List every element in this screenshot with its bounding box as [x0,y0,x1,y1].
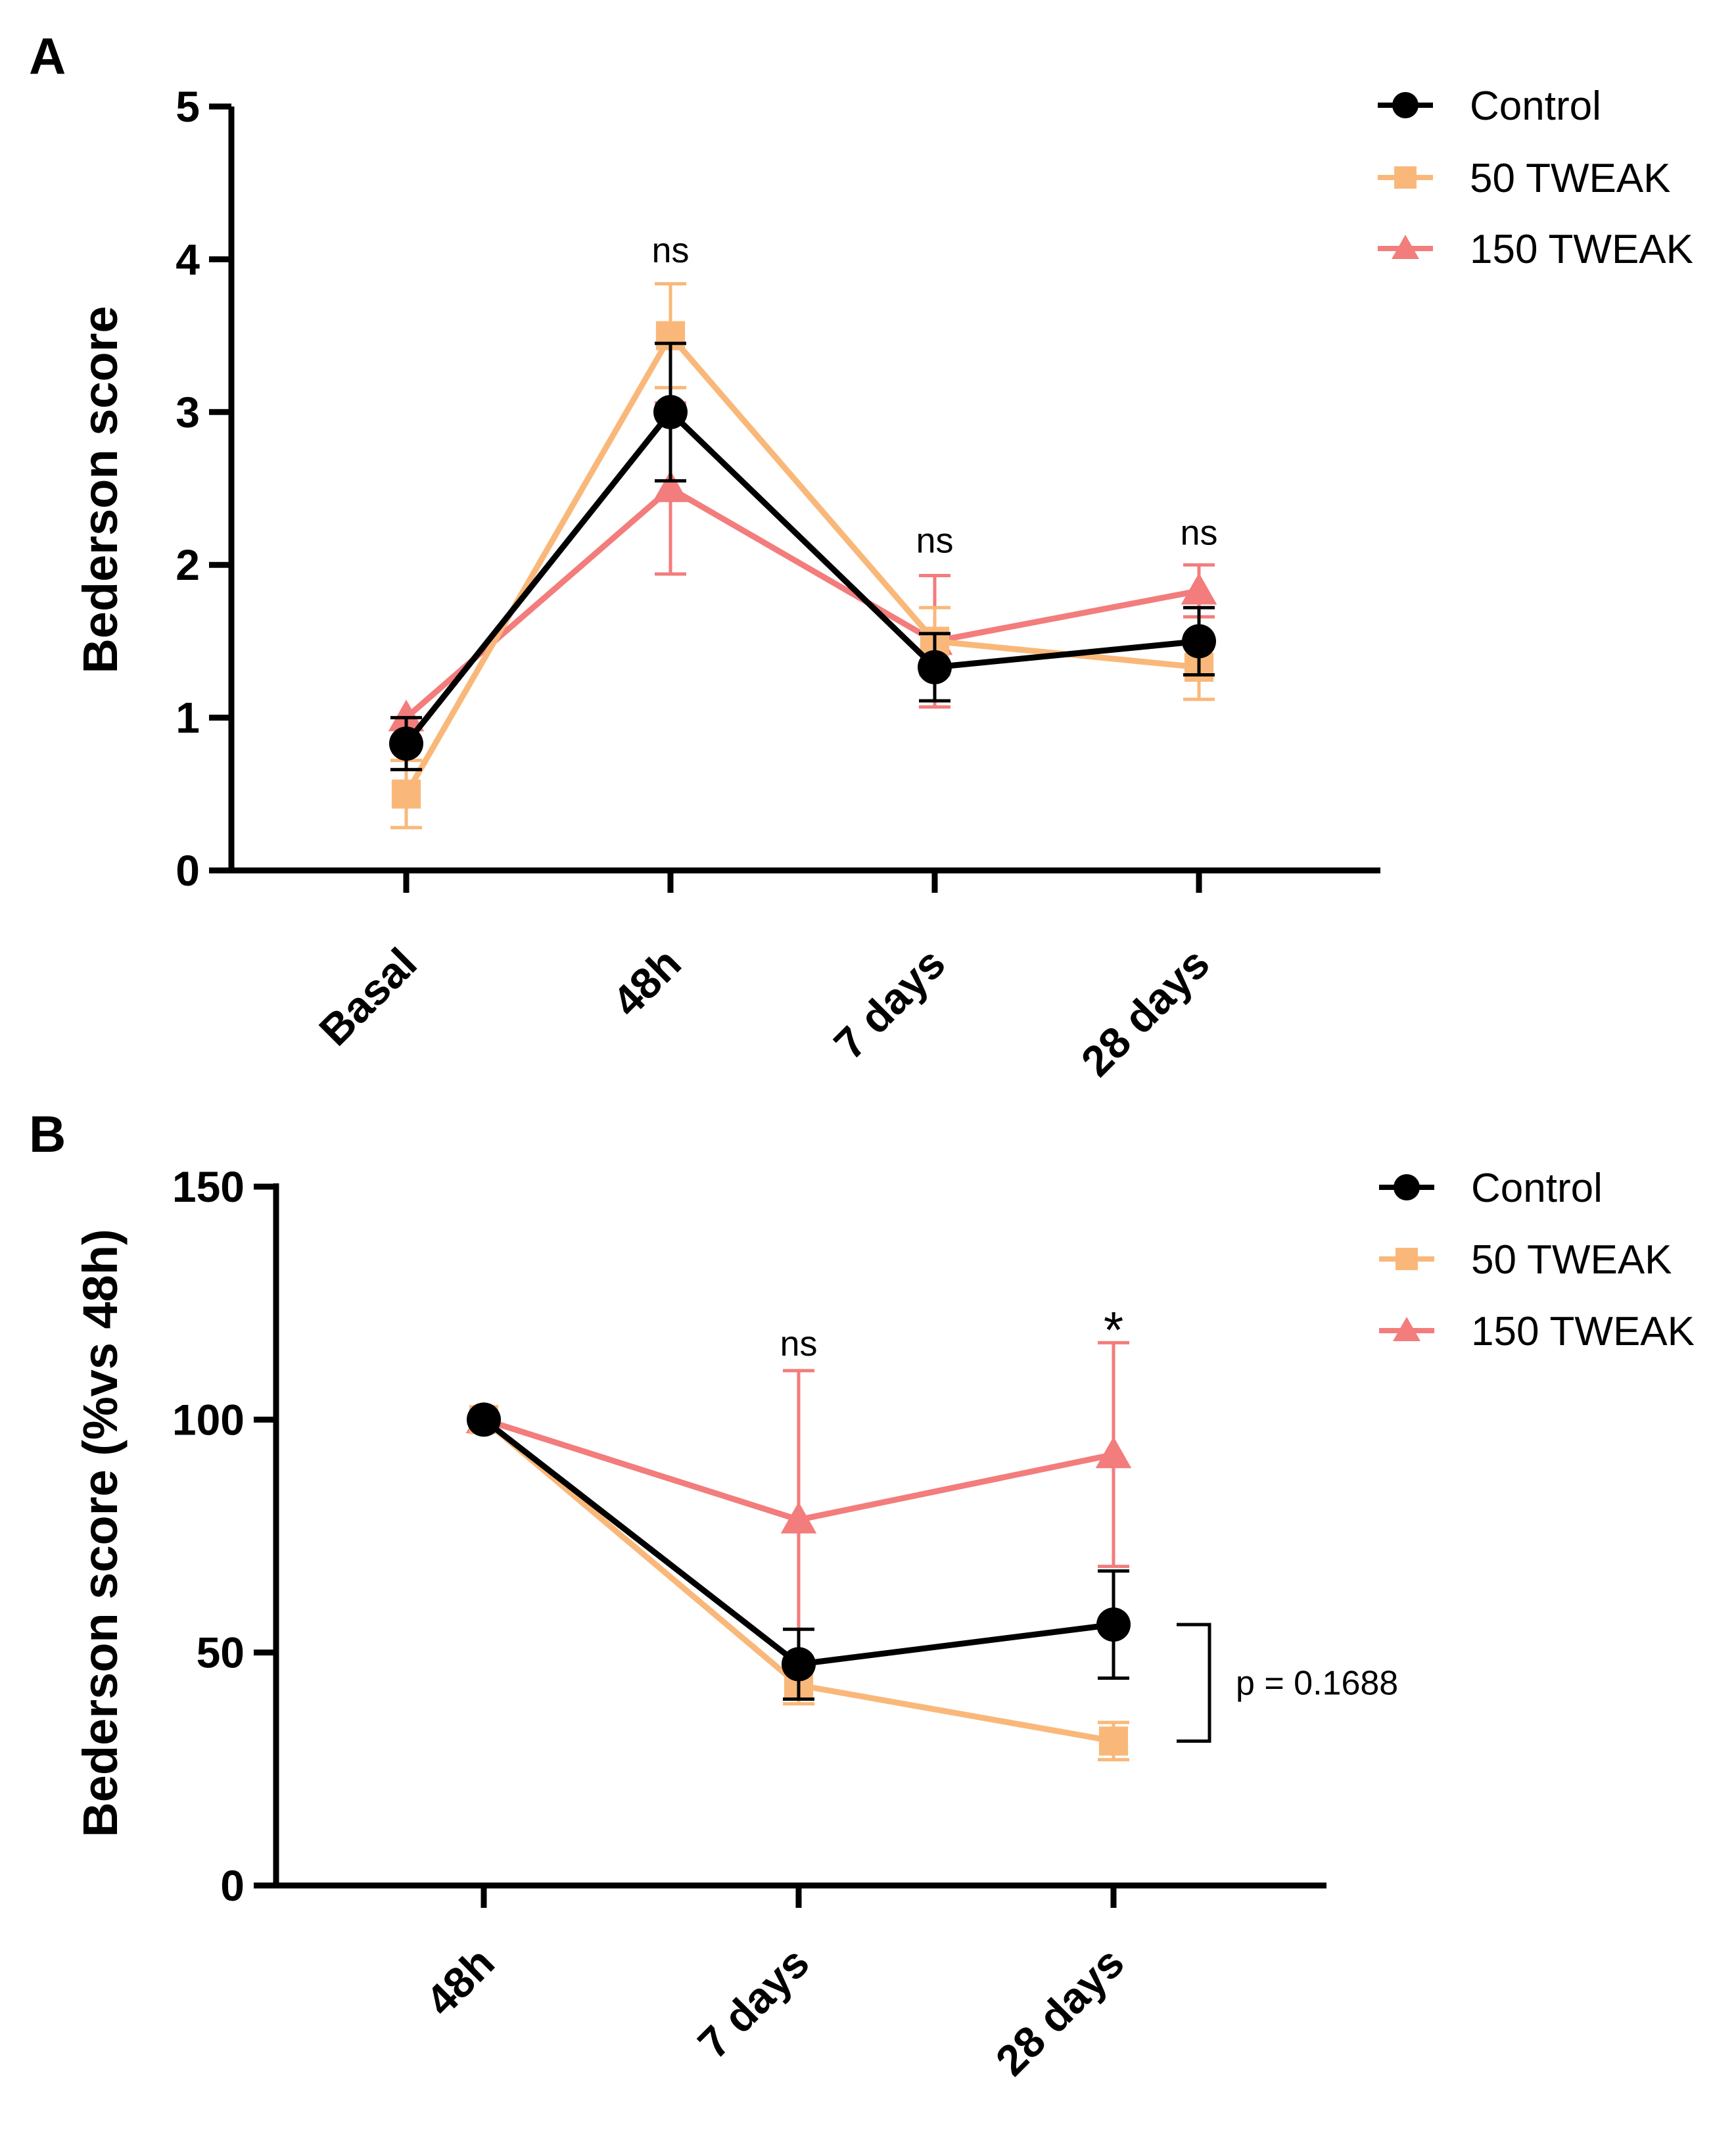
panel-b: B 0 50 100 150 48h 7 days 28 days ns * p = 0.1… [29,1105,1695,2085]
panel-b-annotation-7-days: ns [780,1324,817,1363]
panel-a-legend-item-150-tweak: 150 TWEAK [1378,227,1693,272]
panel-b-annotations: ns * [780,1300,1123,1363]
panel-a-point-control [1182,624,1216,659]
panel-b-legend-marker [1394,1174,1420,1200]
panel-b-series-control [467,1402,1131,1701]
panel-a-legend-marker [1392,92,1419,118]
panel-a-point-control [653,394,688,429]
panel-b-ytick-label: 150 [172,1162,245,1211]
panel-a-series-50-tweak [390,282,1215,830]
panel-b-ytick-label: 0 [220,1861,245,1910]
panel-b-legend: Control 50 TWEAK 150 TWEAK [1379,1166,1695,1354]
panel-a-ytick-label: 1 [176,694,200,742]
panel-a-label: A [29,27,66,85]
panel-a-ytick-label: 3 [176,388,200,437]
panel-b-point-control [467,1402,501,1437]
panel-a-xtick-label-7-days: 7 days [824,939,954,1069]
panel-b-legend-marker [1396,1248,1418,1270]
panel-a-xtick-label-28-days: 28 days [1071,939,1219,1086]
panel-a-legend-marker [1392,235,1419,259]
panel-a-line-control [404,409,1200,746]
panel-a-annotation-7-days: ns [916,521,953,560]
panel-a-annotation-28-days: ns [1180,513,1217,553]
panel-a-ytick-label: 0 [176,846,200,895]
panel-a-point-50-tweak [391,779,421,809]
panel-b-point-50-tweak [1098,1726,1129,1756]
panel-a-legend-label: 50 TWEAK [1470,156,1671,201]
panel-b-y-ticks: 0 50 100 150 [172,1162,276,1910]
panel-b-legend-item-50-tweak: 50 TWEAK [1379,1237,1672,1283]
panel-a-legend: Control 50 TWEAK 150 TWEAK [1378,83,1693,272]
panel-b-legend-label: Control [1471,1166,1603,1211]
panel-a-annotation-48h: ns [651,231,689,270]
panel-b-legend-label: 50 TWEAK [1471,1237,1672,1283]
panel-a-xtick-label-basal: Basal [310,939,426,1055]
panel-a-point-control [918,650,952,684]
panel-a-point-150-tweak [388,699,425,732]
panel-b-legend-marker [1393,1317,1420,1341]
panel-b-ytick-label: 100 [172,1395,245,1444]
panel-b-annotation-28-days: * [1104,1300,1123,1358]
panel-a-annotations: ns ns ns [651,231,1217,561]
panel-b-series [465,1340,1132,1762]
panel-b-point-control [1096,1607,1131,1642]
panel-a-legend-label: Control [1470,83,1601,129]
panel-b-ytick-label: 50 [197,1628,245,1677]
panel-a-ytick-label: 2 [176,540,200,589]
panel-a: A 0 1 2 3 4 5 Basal 48h 7 days 28 days ns ns ns Be… [29,27,1693,1085]
panel-b-pvalue-bracket: p = 0.1688 [1177,1623,1398,1743]
panel-a-legend-marker [1394,166,1417,189]
panel-b-bracket-line [1177,1623,1211,1743]
panel-b-legend-item-150-tweak: 150 TWEAK [1379,1309,1695,1354]
panel-b-legend-label: 150 TWEAK [1471,1309,1695,1354]
panel-b-point-150-tweak [1095,1436,1132,1469]
panel-b-xtick-label-28-days: 28 days [986,1938,1133,2085]
panel-a-ytick-label: 4 [176,235,200,283]
panel-a-x-ticks: Basal 48h 7 days 28 days [310,870,1219,1085]
panel-b-bracket-pvalue: p = 0.1688 [1236,1665,1398,1703]
panel-a-ylabel: Bederson score [73,306,128,673]
panel-a-point-150-tweak [652,470,689,502]
panel-a-legend-item-control: Control [1378,83,1601,129]
panel-a-y-ticks: 0 1 2 3 4 5 [176,82,231,895]
panel-b-xtick-label-48h: 48h [416,1938,504,2026]
panel-b-x-ticks: 48h 7 days 28 days [416,1885,1133,2085]
panel-a-legend-label: 150 TWEAK [1470,227,1693,272]
panel-b-point-150-tweak [780,1502,817,1534]
panel-b-xtick-label-7-days: 7 days [688,1938,818,2068]
panel-b-series-150-tweak [465,1340,1132,1671]
panel-a-ytick-label: 5 [176,82,200,131]
panel-a-series-control [389,341,1216,772]
panel-b-point-control [782,1647,816,1682]
panel-a-point-control [389,726,423,761]
panel-b-ylabel: Bederson score (%vs 48h) [73,1229,128,1837]
panel-b-legend-item-control: Control [1379,1166,1603,1211]
panel-b-label: B [29,1105,66,1163]
panel-a-legend-item-50-tweak: 50 TWEAK [1378,156,1671,201]
panel-a-series-150-tweak [388,401,1217,732]
panel-a-series [388,282,1217,830]
panel-a-xtick-label-48h: 48h [603,939,690,1026]
panel-a-line-150-tweak [404,485,1200,720]
panel-a-point-150-tweak [1181,573,1217,605]
